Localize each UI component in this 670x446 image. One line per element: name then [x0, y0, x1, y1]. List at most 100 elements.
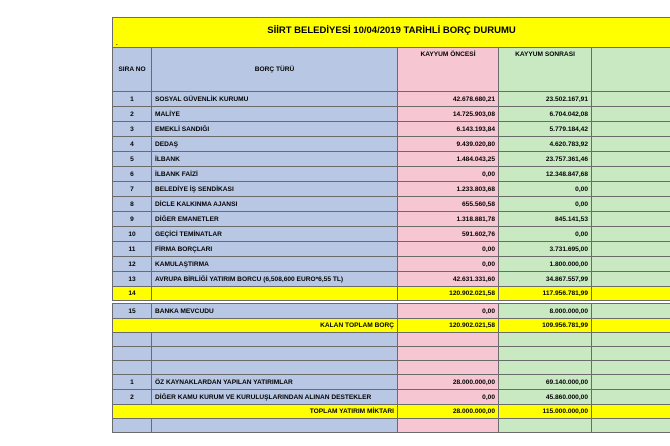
total-type [151, 286, 398, 301]
header-before: KAYYUM ÖNCESİ [397, 47, 499, 92]
debt-sheet: SİİRT BELEDİYESİ 10/04/2019 TARİHLİ BORÇ… [112, 17, 670, 433]
row-after: 0,00 [498, 196, 592, 212]
extra-cell [591, 166, 670, 182]
header-after: KAYYUM SONRASI [498, 47, 592, 92]
row-no: 10 [112, 226, 152, 242]
sheet-title: SİİRT BELEDİYESİ 10/04/2019 TARİHLİ BORÇ… [112, 17, 670, 42]
row-no: 2 [112, 389, 152, 405]
row-after: 5.779.184,42 [498, 121, 592, 137]
row-type: DEDAŞ [151, 136, 398, 152]
extra-cell [591, 389, 670, 405]
row-type: KAMULAŞTIRMA [151, 256, 398, 272]
row-before: 14.725.903,08 [397, 106, 499, 122]
total-before: 120.902.021,58 [397, 286, 499, 301]
extra-cell [591, 241, 670, 257]
extra-cell [591, 121, 670, 137]
bank-before: 0,00 [397, 303, 499, 319]
remaining-after: 109.956.781,99 [498, 318, 592, 333]
row-type: MALİYE [151, 106, 398, 122]
header-row: SIRA NO BORÇ TÜRÜ KAYYUM ÖNCESİ KAYYUM S… [112, 47, 670, 92]
table-row: 3 EMEKLİ SANDIĞI 6.143.193,84 5.779.184,42 [112, 121, 670, 137]
empty-row [112, 346, 670, 361]
header-no: SIRA NO [112, 47, 152, 92]
table-row: 11 FİRMA BORÇLARI 0,00 3.731.695,00 [112, 241, 670, 257]
row-before: 42.631.331,60 [397, 271, 499, 287]
empty-row [112, 418, 670, 433]
row-no: 7 [112, 181, 152, 197]
extra-cell [591, 271, 670, 287]
extra-cell [591, 106, 670, 122]
table-row: 9 DİĞER EMANETLER 1.318.881,78 845.141,53 [112, 211, 670, 227]
row-before: 655.560,58 [397, 196, 499, 212]
row-before: 1.484.043,25 [397, 151, 499, 167]
row-after: 6.704.042,08 [498, 106, 592, 122]
table-row: 6 İLBANK FAİZİ 0,00 12.348.847,68 [112, 166, 670, 182]
table-row: 10 GEÇİCİ TEMİNATLAR 591.602,76 0,00 [112, 226, 670, 242]
title-row: SİİRT BELEDİYESİ 10/04/2019 TARİHLİ BORÇ… [112, 17, 670, 42]
row-no: 1 [112, 91, 152, 107]
remaining-label: KALAN TOPLAM BORÇ [112, 318, 398, 333]
investment-total-row: TOPLAM YATIRIM MİKTARI 28.000.000,00 115… [112, 404, 670, 419]
row-before: 1.318.881,78 [397, 211, 499, 227]
row-type: EMEKLİ SANDIĞI [151, 121, 398, 137]
row-no: 6 [112, 166, 152, 182]
row-before: 0,00 [397, 241, 499, 257]
row-after: 1.800.000,00 [498, 256, 592, 272]
row-before: 0,00 [397, 389, 499, 405]
row-type: SOSYAL GÜVENLİK KURUMU [151, 91, 398, 107]
extra-cell [591, 136, 670, 152]
extra-cell [591, 211, 670, 227]
row-no: 2 [112, 106, 152, 122]
row-no: 12 [112, 256, 152, 272]
remaining-before: 120.902.021,58 [397, 318, 499, 333]
row-after: 4.620.783,92 [498, 136, 592, 152]
row-no: 5 [112, 151, 152, 167]
row-after: 69.140.000,00 [498, 374, 592, 390]
remaining-row: KALAN TOPLAM BORÇ 120.902.021,58 109.956… [112, 318, 670, 333]
bank-no: 15 [112, 303, 152, 319]
row-after: 0,00 [498, 226, 592, 242]
table-row: 13 AVRUPA BİRLİĞİ YATIRIM BORCU (6,508,60… [112, 271, 670, 287]
row-type: DİĞER EMANETLER [151, 211, 398, 227]
extra-cell [591, 181, 670, 197]
bank-type: BANKA MEVCUDU [151, 303, 398, 319]
row-type: BELEDİYE İŞ SENDİKASI [151, 181, 398, 197]
row-type: GEÇİCİ TEMİNATLAR [151, 226, 398, 242]
investment-total-after: 115.000.000,00 [498, 404, 592, 419]
extra-cell [591, 256, 670, 272]
row-type: İLBANK [151, 151, 398, 167]
investment-total-before: 28.000.000,00 [397, 404, 499, 419]
extra-cell [591, 196, 670, 212]
row-no: 1 [112, 374, 152, 390]
row-before: 591.602,76 [397, 226, 499, 242]
total-no: 14 [112, 286, 152, 301]
row-no: 3 [112, 121, 152, 137]
row-after: 12.348.847,68 [498, 166, 592, 182]
bank-row: 15 BANKA MEVCUDU 0,00 8.000.000,00 [112, 303, 670, 319]
table-row: 7 BELEDİYE İŞ SENDİKASI 1.233.803,68 0,00 [112, 181, 670, 197]
row-no: 8 [112, 196, 152, 212]
row-before: 0,00 [397, 256, 499, 272]
row-after: 34.867.557,99 [498, 271, 592, 287]
row-after: 845.141,53 [498, 211, 592, 227]
extra-cell [591, 151, 670, 167]
table-row: 4 DEDAŞ 9.439.020,80 4.620.783,92 [112, 136, 670, 152]
row-type: ÖZ KAYNAKLARDAN YAPILAN YATIRIMLAR [151, 374, 398, 390]
row-type: FİRMA BORÇLARI [151, 241, 398, 257]
table-row: 8 DİCLE KALKINMA AJANSI 655.560,58 0,00 [112, 196, 670, 212]
investment-row: 2 DİĞER KAMU KURUM VE KURULUŞLARINDAN ALI… [112, 389, 670, 405]
row-no: 4 [112, 136, 152, 152]
extra-cell [591, 303, 670, 319]
row-no: 11 [112, 241, 152, 257]
table-row: 12 KAMULAŞTIRMA 0,00 1.800.000,00 [112, 256, 670, 272]
row-before: 6.143.193,84 [397, 121, 499, 137]
row-after: 3.731.695,00 [498, 241, 592, 257]
row-before: 1.233.803,68 [397, 181, 499, 197]
investment-total-label: TOPLAM YATIRIM MİKTARI [112, 404, 398, 419]
row-type: AVRUPA BİRLİĞİ YATIRIM BORCU (6,508,600 … [151, 271, 398, 287]
row-after: 0,00 [498, 181, 592, 197]
row-before: 0,00 [397, 166, 499, 182]
row-before: 9.439.020,80 [397, 136, 499, 152]
investment-row: 1 ÖZ KAYNAKLARDAN YAPILAN YATIRIMLAR 28.00… [112, 374, 670, 390]
total-after: 117.956.781,99 [498, 286, 592, 301]
